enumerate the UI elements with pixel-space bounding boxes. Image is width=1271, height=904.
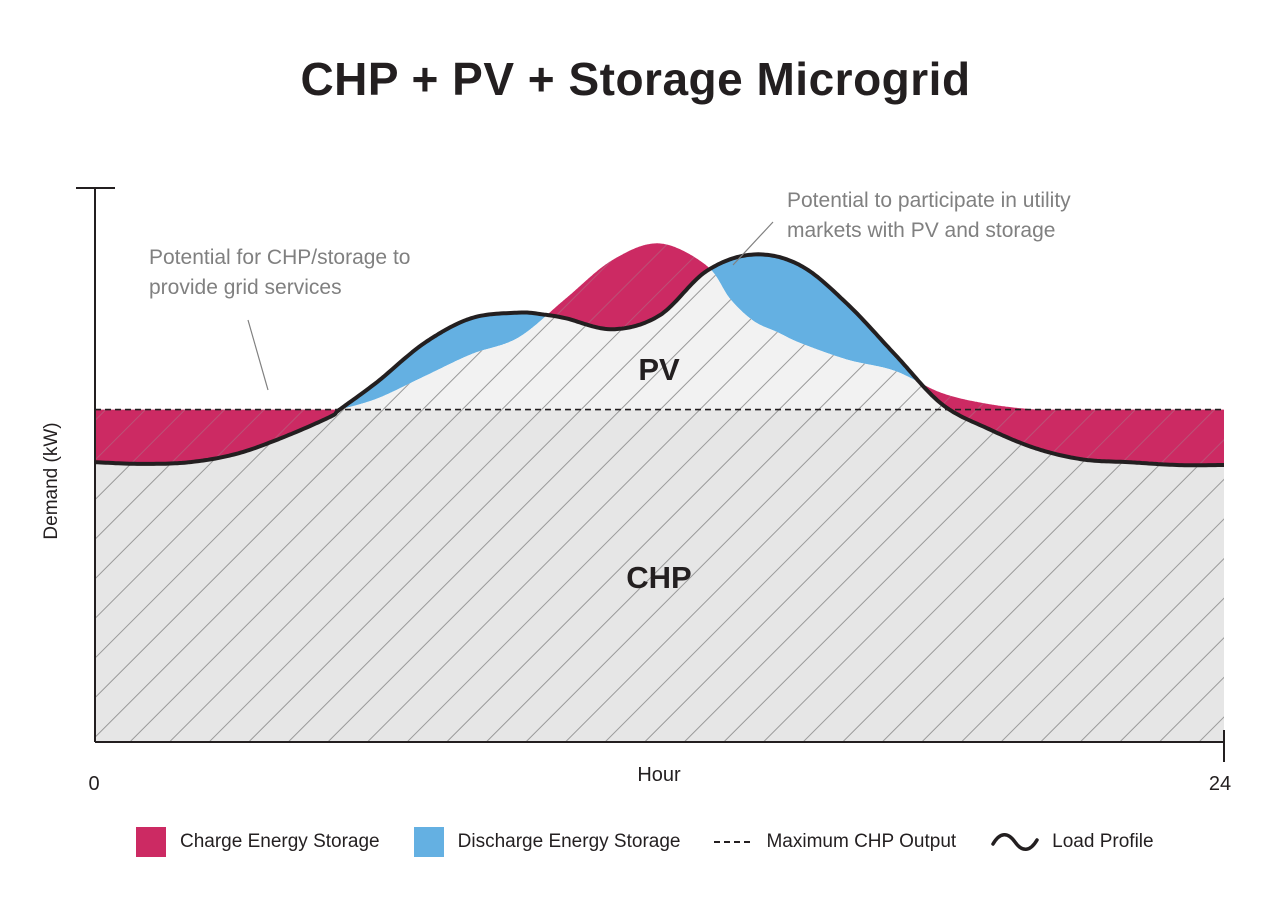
legend: Charge Energy Storage Discharge Energy S…: [136, 826, 1188, 858]
legend-item-max-chp: Maximum CHP Output: [714, 831, 956, 853]
charge-swatch: [136, 827, 166, 857]
legend-item-charge: Charge Energy Storage: [136, 827, 380, 857]
pv-region-label: PV: [638, 352, 680, 387]
discharge-area: [340, 254, 921, 410]
chp-region-label: CHP: [626, 560, 691, 595]
annotation-left-leader: [247, 319, 269, 391]
x-axis-label: Hour: [637, 764, 681, 786]
charge-hatch: [95, 243, 1224, 466]
y-axis-label: Demand (kW): [41, 422, 62, 540]
annotation-left-line1: Potential for CHP/storage to: [149, 246, 410, 269]
legend-label-discharge: Discharge Energy Storage: [457, 831, 681, 852]
y-axis-label-wrap: Demand (kW): [22, 422, 82, 539]
x-tick-label-end: 24: [1209, 773, 1231, 795]
chp-hatch: [95, 409, 1224, 742]
x-tick-label-start: 0: [88, 773, 99, 795]
chart-title: CHP + PV + Storage Microgrid: [300, 53, 971, 105]
dashed-line-icon: [714, 841, 753, 843]
legend-label-charge: Charge Energy Storage: [180, 831, 380, 852]
discharge-swatch: [413, 827, 444, 857]
legend-label-max-chp: Maximum CHP Output: [766, 831, 957, 852]
annotation-right-leader: [732, 221, 774, 266]
pv-hatch: [340, 269, 950, 410]
load-profile-line: [94, 252, 1225, 468]
legend-label-load: Load Profile: [1052, 831, 1154, 852]
annotation-right-line1: Potential to participate in utility: [787, 189, 1071, 212]
annotation-left-line2: provide grid services: [149, 276, 342, 299]
wave-line-icon: [990, 830, 1040, 854]
legend-item-load: Load Profile: [990, 830, 1154, 854]
legend-item-discharge: Discharge Energy Storage: [413, 827, 681, 857]
annotation-right-line2: markets with PV and storage: [787, 219, 1055, 242]
